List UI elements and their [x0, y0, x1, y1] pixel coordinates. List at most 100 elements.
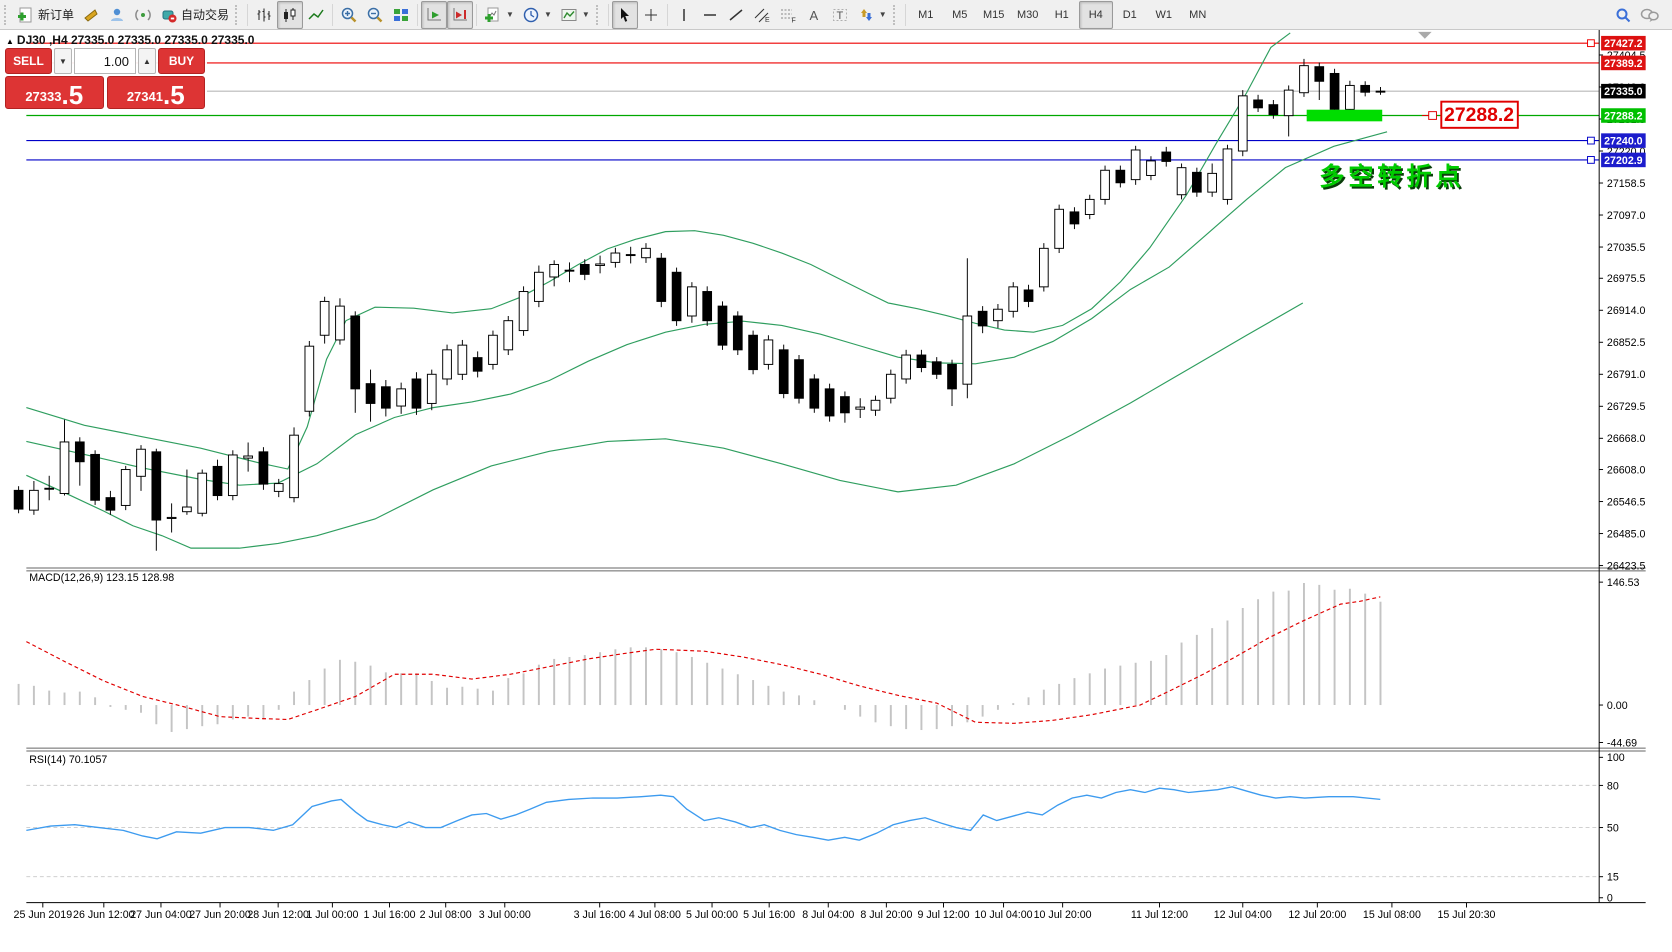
tab-timeframe-H4[interactable]: H4 [1078, 0, 1113, 29]
chevron-down-icon: ▼ [543, 10, 552, 19]
community-icon [108, 6, 126, 24]
candle-body [732, 315, 743, 351]
chat-icon [1640, 6, 1660, 24]
templates-button[interactable]: ▼ [556, 1, 594, 29]
trendline-button[interactable] [723, 1, 749, 29]
time-tick-label: 11 Jul 12:00 [1131, 909, 1188, 921]
price-tag [1601, 133, 1646, 148]
price-tick-label: 26485.0 [1607, 528, 1646, 540]
tab-timeframe-H1[interactable]: H1 [1054, 8, 1069, 21]
turning-point-label[interactable]: 多空转折点 [1319, 162, 1464, 191]
annotation-anchor-handle[interactable] [1428, 111, 1437, 120]
separator [332, 3, 334, 26]
turning-point-shadow: 多空转折点 [1321, 164, 1466, 193]
candle-body [74, 441, 85, 463]
volume-decrease-button[interactable]: ▼ [54, 48, 72, 74]
candle-body [136, 448, 146, 477]
candle-body [1054, 208, 1064, 249]
candle-body [381, 386, 391, 409]
line-handle[interactable] [1587, 136, 1595, 145]
text-label-button[interactable]: T [827, 1, 853, 29]
community-button[interactable] [104, 1, 130, 29]
search-button[interactable] [1610, 1, 1636, 29]
macd-signal-line [26, 596, 1381, 724]
candle-body [151, 451, 162, 521]
bollinger-upper-band [26, 32, 1291, 470]
candle-body [1222, 148, 1233, 200]
auto-trading-button[interactable]: 自动交易 [156, 1, 233, 29]
crosshair-button[interactable] [638, 1, 664, 29]
auto-scroll-icon [425, 6, 443, 24]
candle-body [503, 320, 514, 351]
toolbar-grip[interactable] [235, 4, 242, 25]
chat-button[interactable] [1636, 1, 1664, 29]
candle-body [1176, 167, 1187, 196]
tile-windows-button[interactable] [388, 1, 414, 29]
svg-text:T: T [836, 10, 843, 22]
candle-body [1253, 99, 1263, 109]
candle-body [671, 271, 682, 322]
price-tag-label: 27202.9 [1604, 155, 1643, 167]
text-icon: A [805, 6, 823, 24]
candle-body [1100, 169, 1110, 200]
chart-canvas[interactable]: 27404.527343.027281.527220.027158.527097… [0, 30, 1672, 952]
zoom-out-button[interactable] [362, 1, 388, 29]
volume-input[interactable]: 1.00 [74, 48, 136, 74]
template-icon [560, 6, 578, 24]
tab-timeframe-M1[interactable]: M1 [918, 8, 934, 21]
bar-chart-button[interactable] [251, 1, 277, 29]
fibonacci-button[interactable]: F [775, 1, 801, 29]
text-button[interactable]: A [801, 1, 827, 29]
candle-body [472, 357, 483, 372]
cursor-button[interactable] [611, 0, 638, 29]
line-handle[interactable] [1587, 156, 1595, 164]
periods-button[interactable]: ▼ [518, 1, 556, 29]
tab-timeframe-D1[interactable]: D1 [1122, 8, 1137, 21]
toolbar-grip[interactable] [595, 4, 603, 25]
tab-timeframe-M15[interactable]: M15 [983, 8, 1005, 21]
chart-shift-marker-icon[interactable] [1418, 31, 1432, 39]
indicators-button[interactable]: ▼ [480, 1, 518, 29]
zoom-in-button[interactable] [336, 1, 362, 29]
sell-button[interactable]: SELL [5, 48, 52, 74]
price-tag-label: 27427.2 [1604, 38, 1643, 50]
candlestick-chart-button[interactable] [277, 0, 304, 29]
candle-body [105, 497, 116, 511]
rsi-line [26, 786, 1381, 841]
buy-price-button[interactable]: 27341.5 [106, 76, 205, 109]
toolbar: 新订单 自动交易 [0, 0, 1672, 30]
buy-button[interactable]: BUY [158, 48, 205, 74]
vertical-line-button[interactable] [671, 1, 697, 29]
line-handle[interactable] [1587, 39, 1595, 48]
separator [607, 3, 609, 26]
candle-body [855, 406, 866, 410]
auto-scroll-button[interactable] [421, 0, 448, 29]
sell-price-button[interactable]: 27333.5 [5, 76, 104, 109]
text-label-icon: T [831, 6, 849, 24]
candle-body [59, 441, 70, 494]
equidistant-channel-button[interactable]: E [749, 1, 775, 29]
highlight-rectangle[interactable] [1306, 109, 1383, 122]
toolbar-grip[interactable] [4, 4, 11, 25]
horizontal-line-button[interactable] [697, 1, 723, 29]
candle-body [1375, 90, 1386, 93]
price-tag [1601, 55, 1646, 71]
chart-shift-button[interactable] [447, 0, 474, 29]
time-tick-label: 8 Jul 04:00 [802, 909, 854, 921]
price-annotation-box[interactable] [1440, 100, 1519, 129]
signals-button[interactable] [130, 1, 156, 29]
new-order-button[interactable]: 新订单 [13, 1, 78, 29]
tab-timeframe-W1[interactable]: W1 [1155, 8, 1172, 21]
candle-body [227, 454, 238, 497]
volume-increase-button[interactable]: ▲ [138, 48, 156, 74]
publisher-button[interactable] [78, 1, 104, 29]
tab-timeframe-M5[interactable]: M5 [952, 8, 968, 21]
tab-timeframe-M30[interactable]: M30 [1017, 8, 1039, 21]
arrows-button[interactable]: ▼ [853, 1, 891, 29]
toolbar-grip[interactable] [892, 4, 900, 25]
time-tick-label: 5 Jul 16:00 [743, 909, 795, 921]
line-chart-button[interactable] [303, 1, 329, 29]
candle-body [641, 247, 651, 259]
tab-timeframe-MN[interactable]: MN [1189, 8, 1207, 21]
auto-trading-icon [160, 6, 178, 24]
